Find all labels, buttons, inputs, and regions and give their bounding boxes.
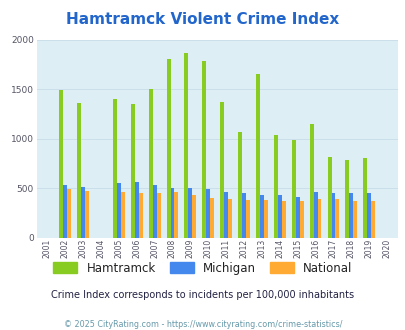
Bar: [148, 89, 152, 238]
Bar: [327, 157, 331, 238]
Bar: [273, 135, 277, 238]
Bar: [184, 53, 188, 238]
Bar: [331, 193, 335, 238]
Bar: [349, 193, 352, 238]
Text: Hamtramck Violent Crime Index: Hamtramck Violent Crime Index: [66, 12, 339, 26]
Text: © 2025 CityRating.com - https://www.cityrating.com/crime-statistics/: © 2025 CityRating.com - https://www.city…: [64, 320, 341, 329]
Bar: [309, 124, 313, 238]
Bar: [299, 201, 303, 238]
Bar: [63, 185, 67, 238]
Bar: [130, 104, 134, 238]
Bar: [295, 196, 299, 238]
Bar: [367, 193, 370, 238]
Bar: [139, 193, 142, 238]
Bar: [362, 158, 367, 238]
Bar: [170, 188, 174, 238]
Bar: [85, 190, 89, 238]
Bar: [238, 132, 241, 238]
Bar: [224, 192, 228, 238]
Bar: [291, 140, 295, 238]
Bar: [156, 193, 160, 238]
Bar: [263, 200, 267, 238]
Bar: [220, 102, 224, 238]
Bar: [166, 59, 170, 238]
Bar: [245, 200, 249, 238]
Bar: [228, 199, 232, 238]
Bar: [335, 199, 339, 238]
Bar: [317, 199, 321, 238]
Bar: [192, 194, 196, 238]
Bar: [113, 99, 117, 238]
Bar: [121, 191, 124, 238]
Bar: [259, 194, 263, 238]
Bar: [241, 193, 245, 238]
Bar: [188, 188, 192, 238]
Bar: [370, 201, 374, 238]
Bar: [352, 201, 356, 238]
Bar: [277, 194, 281, 238]
Bar: [281, 201, 285, 238]
Bar: [206, 189, 210, 238]
Bar: [59, 90, 63, 238]
Bar: [345, 160, 349, 238]
Text: Crime Index corresponds to incidents per 100,000 inhabitants: Crime Index corresponds to incidents per…: [51, 290, 354, 300]
Bar: [174, 192, 178, 238]
Bar: [313, 191, 317, 238]
Bar: [81, 187, 85, 238]
Bar: [256, 74, 259, 238]
Bar: [210, 199, 214, 238]
Bar: [134, 182, 139, 238]
Bar: [117, 183, 121, 238]
Bar: [202, 61, 206, 238]
Bar: [152, 185, 156, 238]
Bar: [67, 189, 71, 238]
Legend: Hamtramck, Michigan, National: Hamtramck, Michigan, National: [53, 262, 352, 275]
Bar: [77, 103, 81, 238]
